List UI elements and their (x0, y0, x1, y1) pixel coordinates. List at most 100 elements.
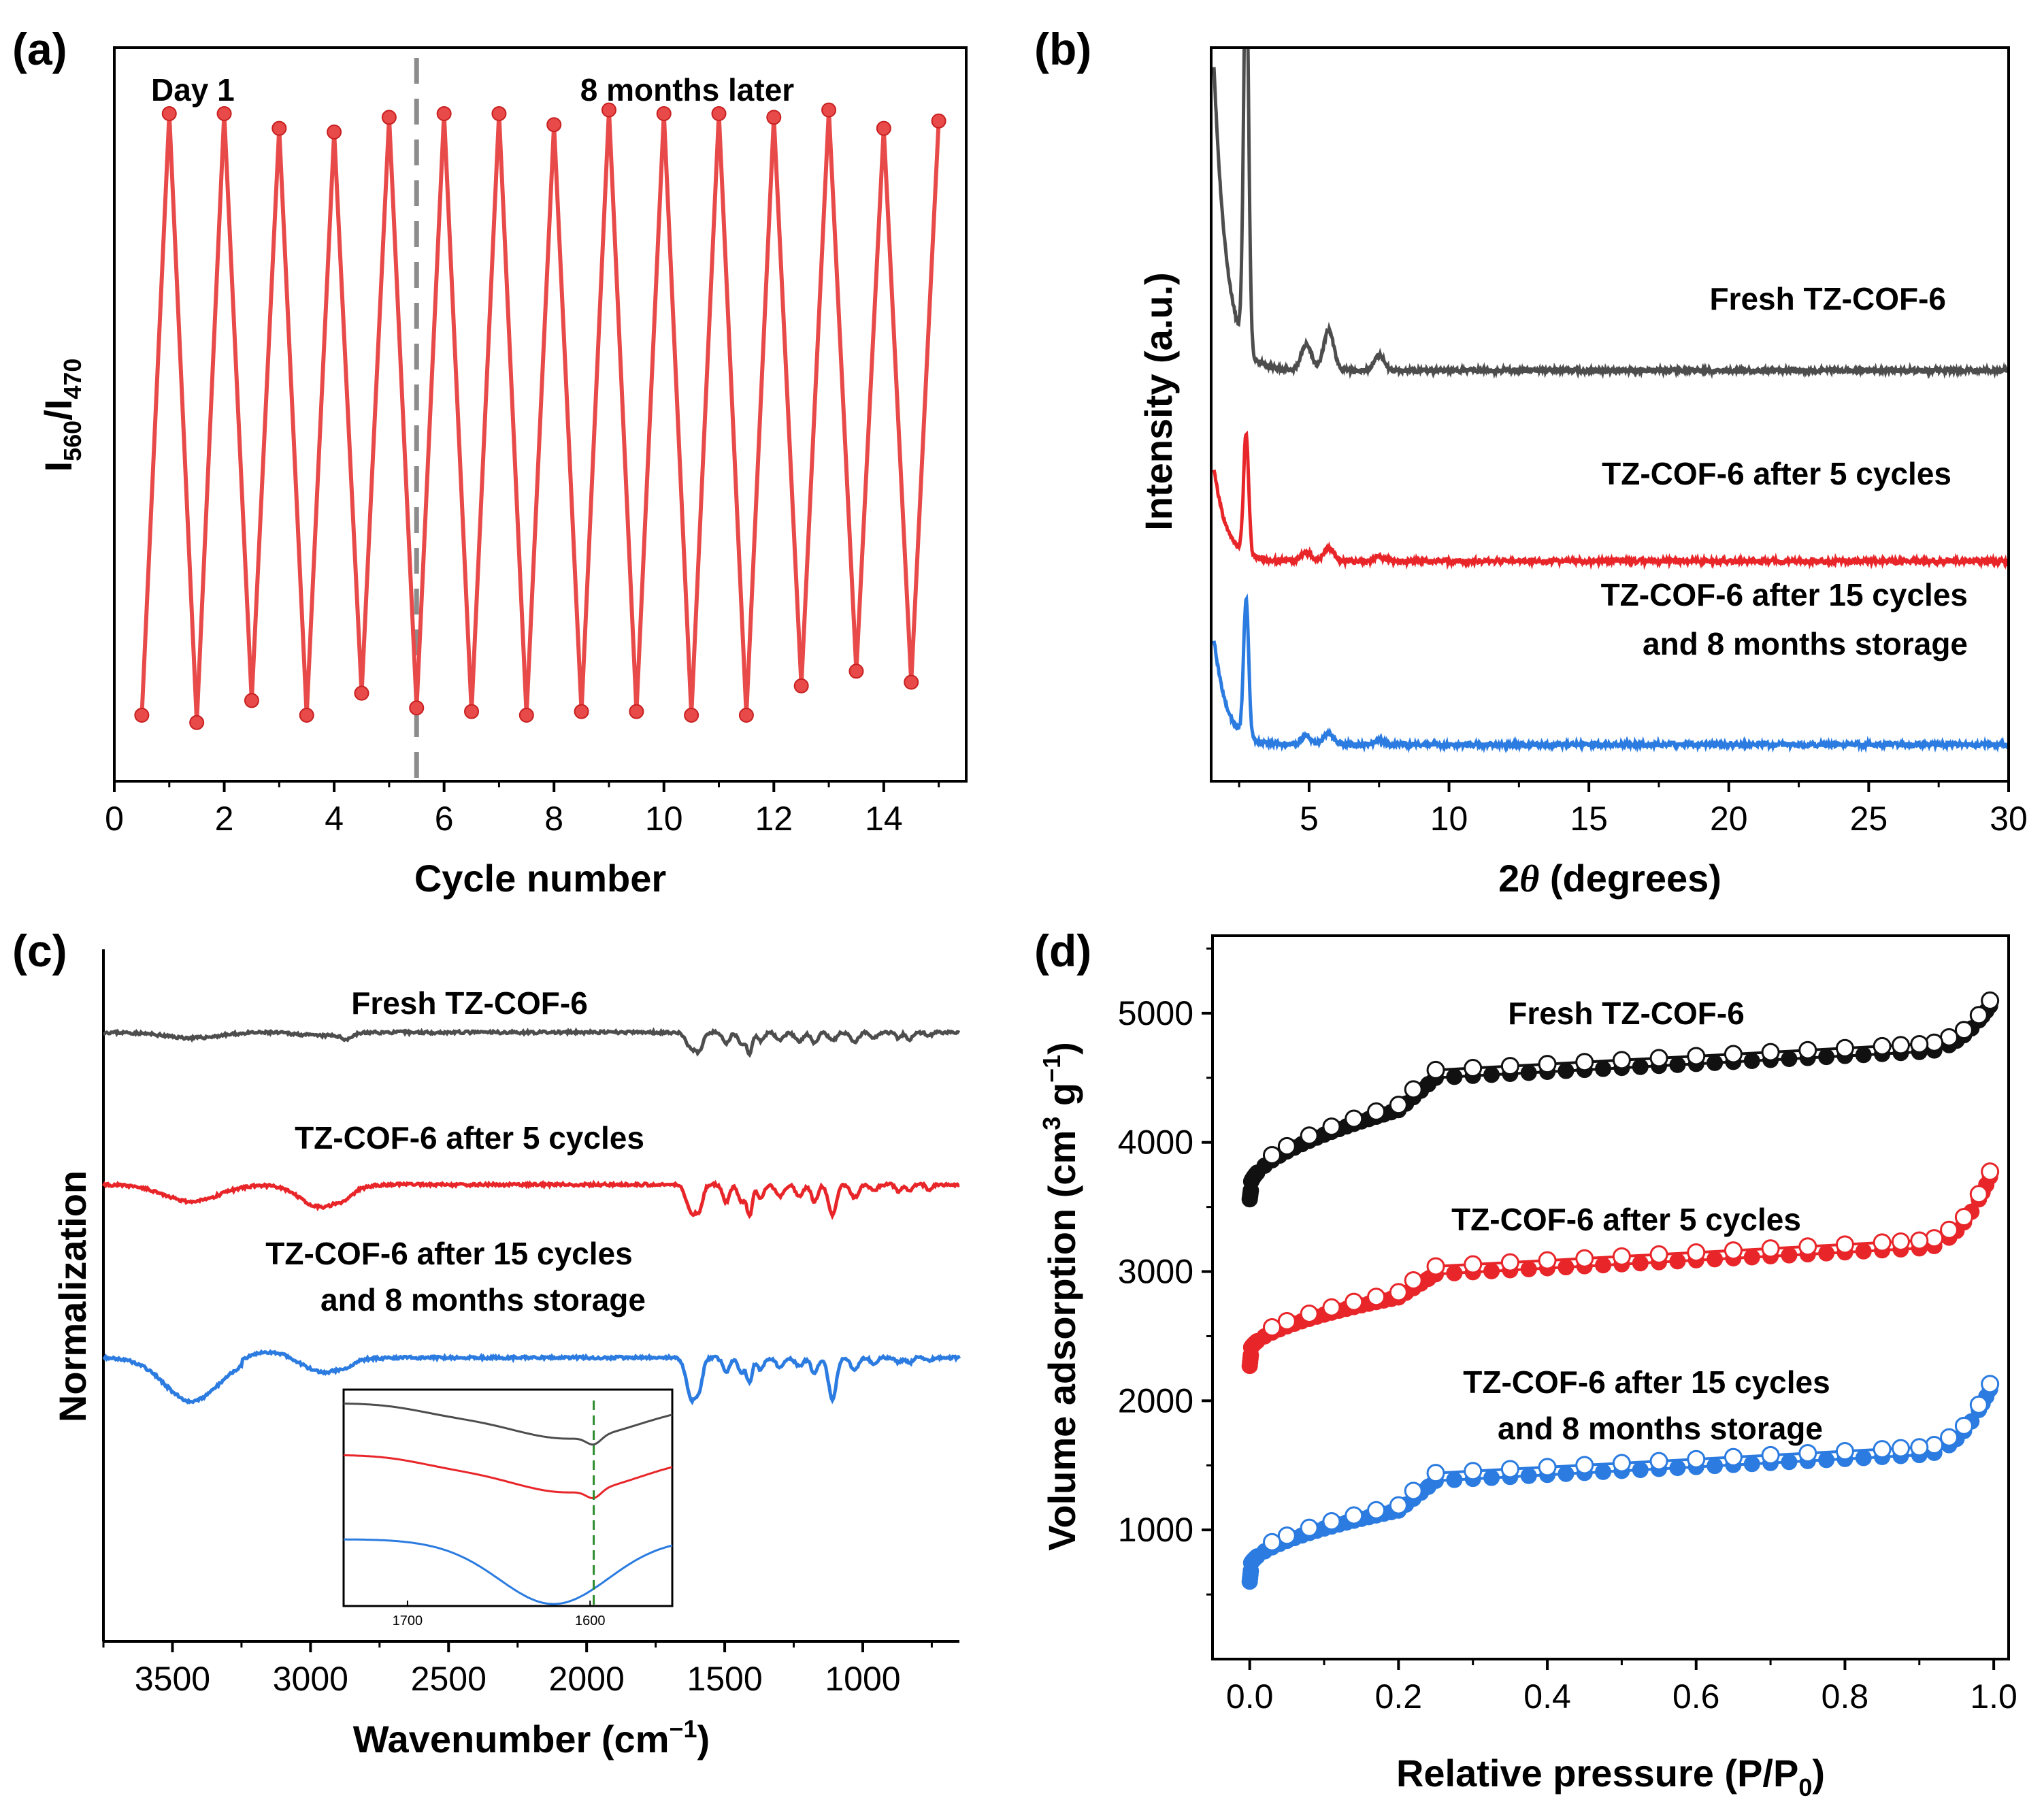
x-tick-label: 14 (865, 800, 903, 838)
x-label-part: Wavenumber (cm (353, 1718, 670, 1760)
x-label-theta: θ (1519, 858, 1539, 900)
ratio-data-point (793, 678, 809, 693)
desorption-point (1612, 1247, 1631, 1266)
ratio-data-point (684, 707, 699, 723)
desorption-point (1426, 1257, 1445, 1276)
series-label: TZ-COF-6 after 5 cycles (1451, 1202, 1801, 1237)
adsorption-point (1743, 1052, 1760, 1069)
y-label-part: Volume adsorption (cm (1040, 1130, 1083, 1551)
panel-a: (a) 0 2 4 6 8 10 12 14 Day 1 8 months later Cycle n… (12, 24, 968, 900)
series-label: TZ-COF-6 after 15 cycles (265, 1236, 632, 1271)
ratio-data-point (244, 693, 259, 708)
desorption-point (1322, 1512, 1341, 1531)
x-label-part: Relative pressure (P/P (1396, 1752, 1798, 1795)
ratio-data-point (766, 110, 782, 125)
ratio-data-point (299, 707, 314, 723)
desorption-point (1277, 1526, 1296, 1545)
adsorption-point (1595, 1060, 1612, 1077)
desorption-point (1322, 1117, 1341, 1136)
ratio-data-point (271, 120, 287, 136)
desorption-point (1300, 1304, 1319, 1323)
adsorption-point (1669, 1056, 1686, 1073)
inset: 1700 1600 (342, 1388, 674, 1628)
adsorption-point (1446, 1068, 1463, 1085)
desorption-point (1940, 1220, 1959, 1239)
ratio-data-point (134, 707, 150, 723)
x-tick-label: 2500 (411, 1660, 487, 1698)
desorption-point (1575, 1249, 1594, 1268)
desorption-point (1538, 1055, 1557, 1074)
desorption-point (1873, 1440, 1892, 1459)
desorption-point (1940, 1428, 1959, 1447)
ratio-data-point (629, 704, 644, 719)
x-tick-label: 8 (544, 800, 563, 838)
y-axis-label: Intensity (a.u.) (1137, 272, 1180, 531)
desorption-point (1464, 1058, 1483, 1077)
series-label: TZ-COF-6 after 15 cycles (1463, 1364, 1830, 1400)
desorption-point (1500, 1253, 1519, 1272)
x-axis-label: Relative pressure (P/P0) (1396, 1752, 1825, 1801)
desorption-point (1969, 1185, 1988, 1204)
series-label: and 8 months storage (320, 1282, 646, 1317)
series-label: Fresh TZ-COF-6 (351, 985, 588, 1021)
adsorption-point (1855, 1047, 1872, 1064)
adsorption-point (1520, 1467, 1537, 1484)
desorption-point (1687, 1243, 1706, 1262)
desorption-point (1873, 1036, 1892, 1055)
adsorption-point (1483, 1262, 1500, 1279)
ratio-data-point (381, 110, 397, 125)
desorption-point (1954, 1021, 1973, 1040)
desorption-point (1464, 1255, 1483, 1274)
y-tick-label: 2000 (1118, 1381, 1193, 1420)
adsorption-point (1707, 1251, 1724, 1268)
desorption-point (1873, 1233, 1892, 1252)
ftir-series-line (102, 1349, 961, 1406)
series-label: and 8 months storage (1643, 626, 1968, 661)
adsorption-point (1595, 1257, 1612, 1274)
ratio-data-point (546, 117, 562, 133)
series-label: TZ-COF-6 after 15 cycles (1601, 577, 1968, 612)
y-label-part: I (37, 461, 80, 472)
inset-tick-label: 1600 (575, 1613, 606, 1628)
adsorption-point (1818, 1245, 1835, 1262)
adsorption-point (1855, 1243, 1872, 1260)
desorption-point (1367, 1501, 1386, 1520)
adsorption-point (1781, 1051, 1798, 1068)
adsorption-point (1669, 1253, 1686, 1270)
desorption-point (1500, 1460, 1519, 1479)
x-label-subscript: 0 (1798, 1773, 1812, 1801)
x-tick-label: 20 (1710, 800, 1748, 838)
x-tick-label: 5 (1300, 800, 1319, 838)
x-tick-label: 4 (325, 800, 344, 838)
desorption-point (1575, 1456, 1594, 1475)
desorption-point (1910, 1034, 1929, 1053)
desorption-point (1322, 1298, 1341, 1317)
adsorption-point (1743, 1456, 1760, 1473)
desorption-point (1612, 1454, 1631, 1473)
panel-b: (b) 5 10 15 20 25 30 Fresh TZ-COF-6 TZ-COF-6 aft… (1034, 24, 2028, 900)
desorption-point (1835, 1038, 1854, 1058)
y-label-superscript: −1 (1038, 1055, 1066, 1083)
desorption-point (1367, 1102, 1386, 1121)
desorption-point (1798, 1443, 1817, 1462)
y-tick-label: 3000 (1118, 1253, 1193, 1291)
adsorption-point (1707, 1054, 1724, 1071)
desorption-point (1910, 1231, 1929, 1250)
ratio-data-point (518, 707, 534, 723)
annotation-day1: Day 1 (151, 72, 235, 108)
desorption-point (1981, 991, 2000, 1010)
desorption-point (1798, 1237, 1817, 1256)
x-tick-label: 0.8 (1822, 1677, 1869, 1716)
desorption-point (1981, 1375, 2000, 1394)
x-tick-label: 1000 (825, 1660, 900, 1698)
adsorption-line (1248, 1004, 1992, 1200)
desorption-point (1835, 1235, 1854, 1254)
annotation-8months: 8 months later (580, 72, 795, 108)
desorption-point (1367, 1288, 1386, 1307)
desorption-point (1954, 1416, 1973, 1435)
ratio-series-line (139, 108, 941, 725)
adsorption-point (1855, 1449, 1872, 1467)
desorption-point (1891, 1232, 1910, 1251)
desorption-point (1389, 1283, 1408, 1302)
